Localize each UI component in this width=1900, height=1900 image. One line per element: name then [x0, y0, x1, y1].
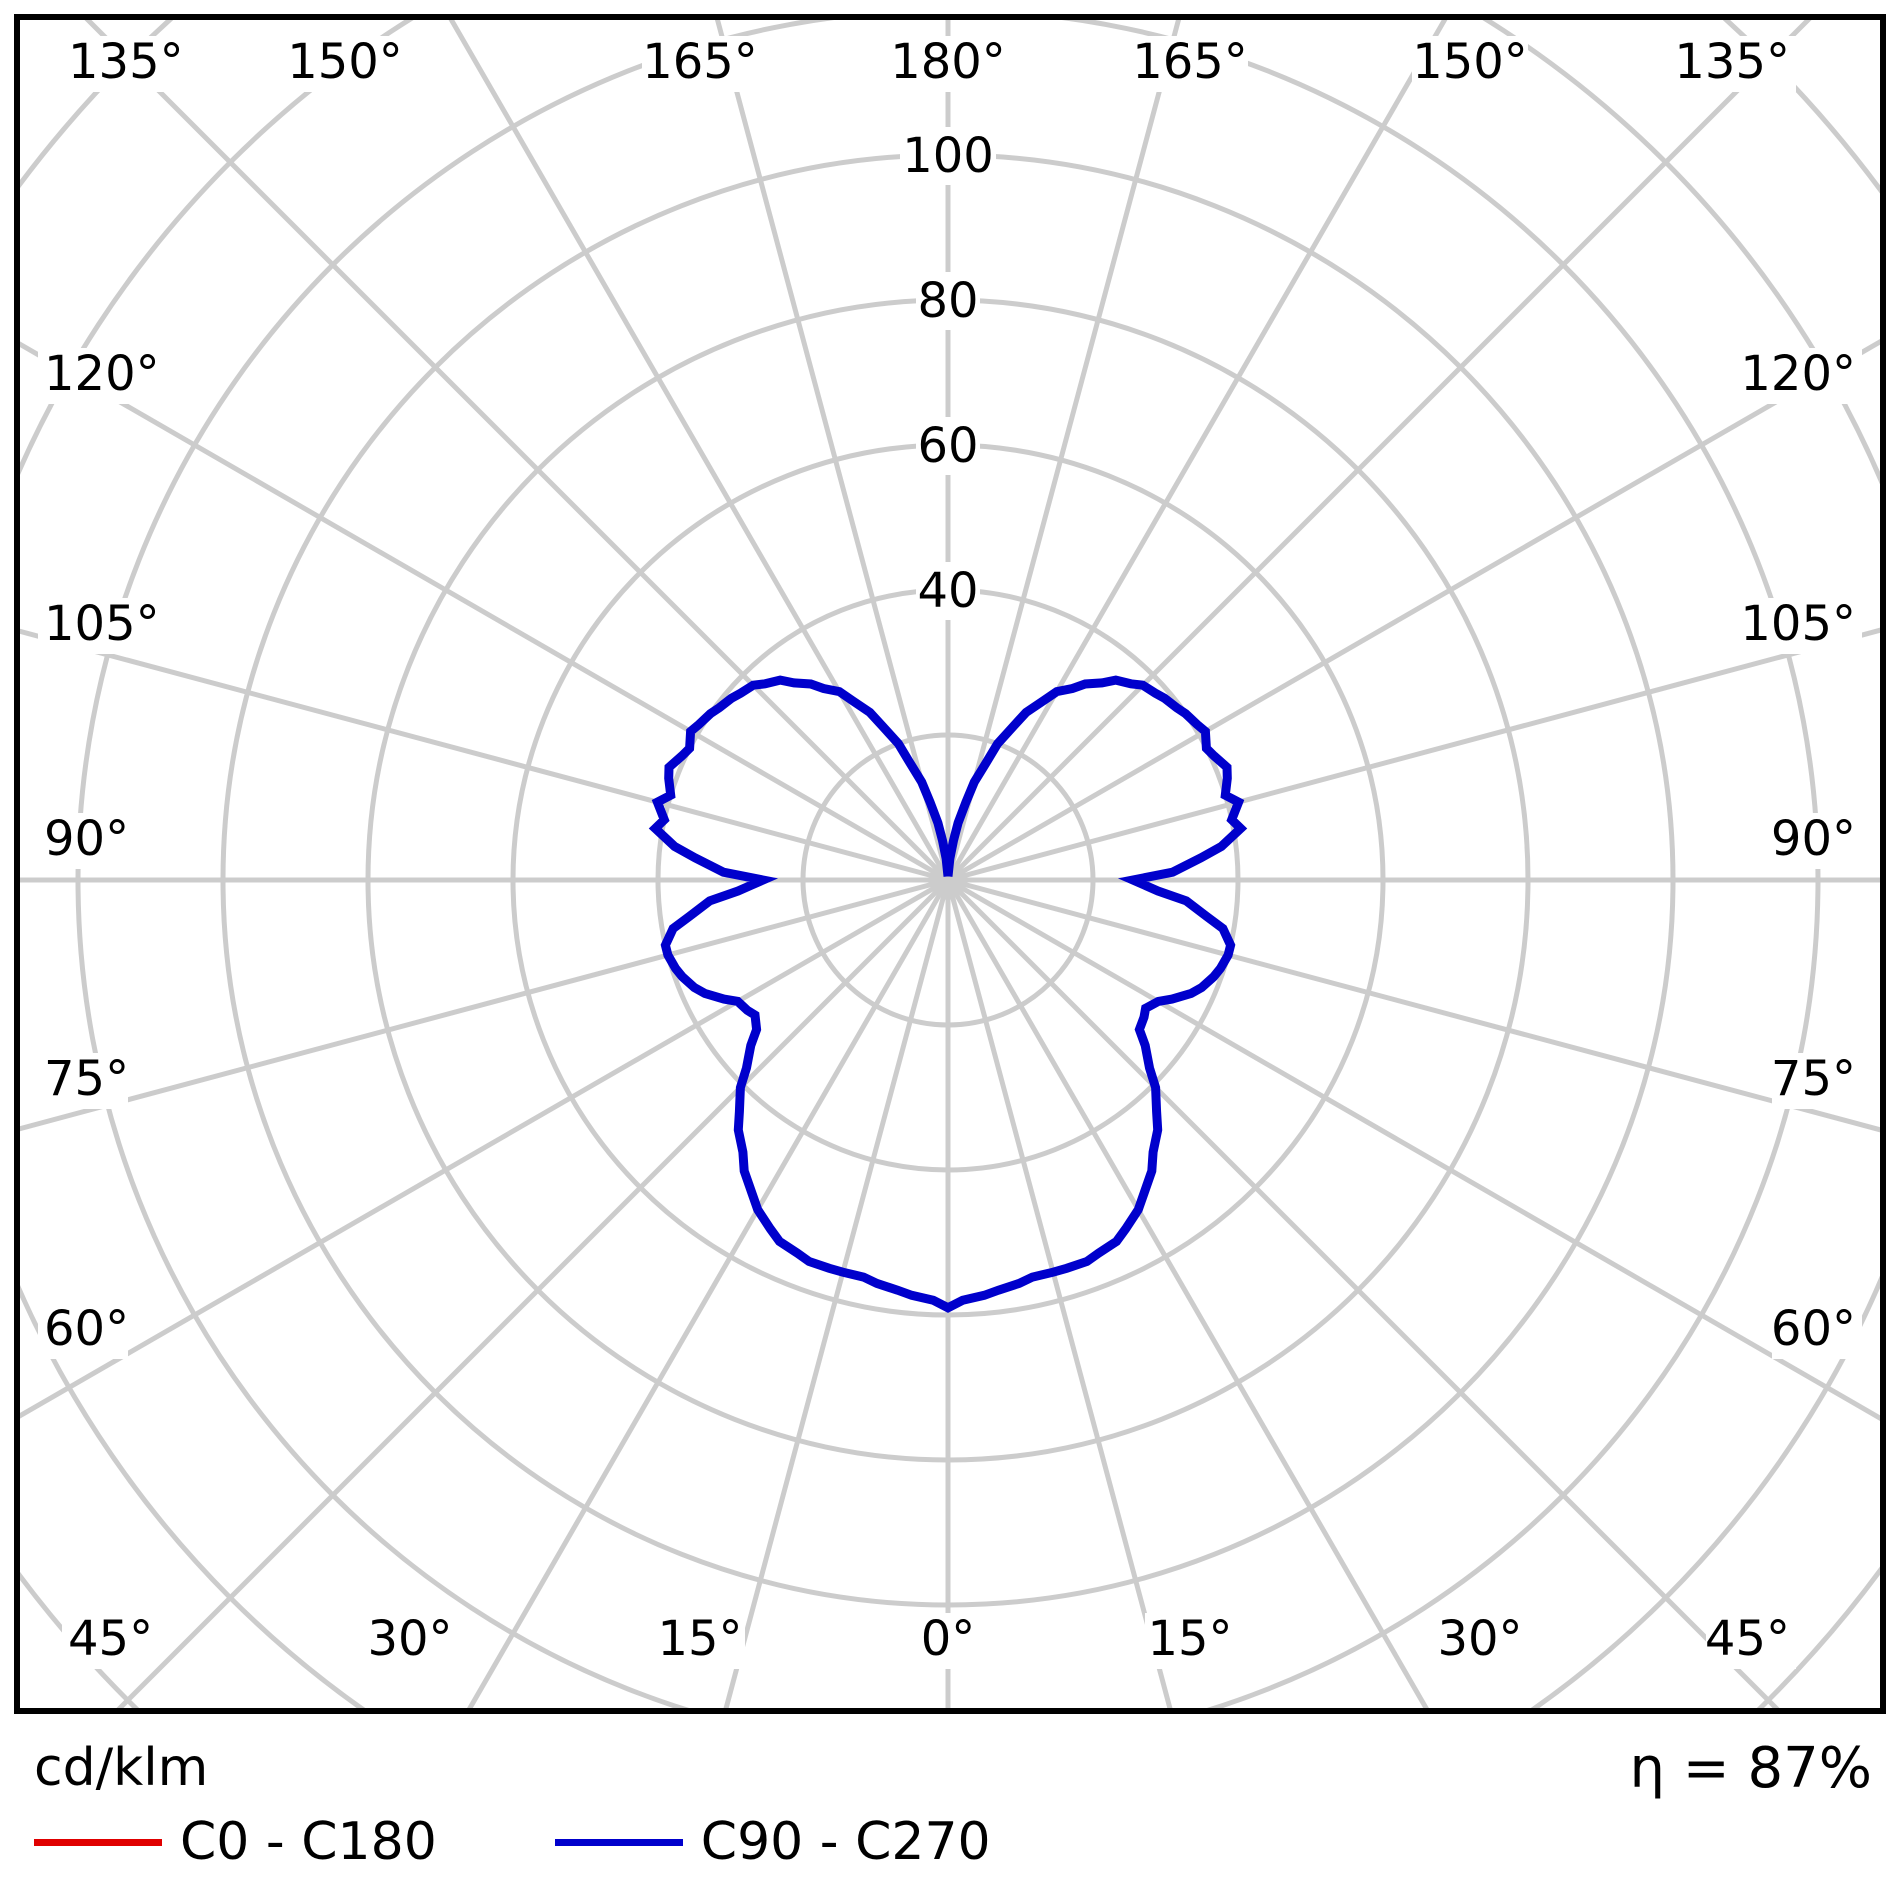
legend-label-c90-c270: C90 - C270 — [700, 1812, 991, 1872]
angle-label-top-3: 180° — [890, 34, 1006, 90]
angle-label-top-1: 150° — [287, 34, 403, 90]
angle-label-left-1: 105° — [44, 596, 160, 652]
angle-label-top-6: 135° — [1674, 34, 1790, 90]
radial-tick-100: 100 — [902, 128, 994, 184]
angle-label-bottom-1: 30° — [367, 1611, 452, 1667]
angle-label-right-4: 60° — [1771, 1301, 1856, 1357]
angle-label-bottom-2: 15° — [657, 1611, 742, 1667]
legend: cd/klm C0 - C180 C90 - C270 — [34, 1742, 1874, 1872]
radial-tick-40: 40 — [917, 563, 978, 619]
angle-label-left-0: 120° — [44, 346, 160, 402]
angle-label-top-0: 135° — [68, 34, 184, 90]
legend-row: C0 - C180 C90 - C270 — [34, 1812, 1874, 1872]
intensity-curves — [648, 675, 1248, 1313]
legend-swatch-c0-c180 — [34, 1838, 162, 1846]
efficiency-label: η = 87% — [1629, 1736, 1872, 1801]
radial-tick-80: 80 — [917, 273, 978, 329]
angle-label-left-2: 90° — [44, 811, 129, 867]
legend-swatch-c90-c270 — [554, 1838, 683, 1846]
angle-label-right-0: 120° — [1740, 346, 1856, 402]
angle-label-left-4: 60° — [44, 1301, 129, 1357]
angle-label-bottom-5: 30° — [1437, 1611, 1522, 1667]
legend-item-c0-c180[interactable]: C0 - C180 — [34, 1812, 437, 1872]
units-label: cd/klm — [34, 1738, 209, 1798]
angle-label-bottom-0: 45° — [68, 1611, 153, 1667]
angle-label-right-1: 105° — [1740, 596, 1856, 652]
angle-label-right-3: 75° — [1771, 1051, 1856, 1107]
angle-label-right-2: 90° — [1771, 811, 1856, 867]
angle-label-bottom-3: 0° — [921, 1611, 976, 1667]
angle-label-top-2: 165° — [642, 34, 758, 90]
angle-label-top-5: 150° — [1412, 34, 1528, 90]
angle-label-left-3: 75° — [44, 1051, 129, 1107]
angle-label-bottom-4: 15° — [1147, 1611, 1232, 1667]
radial-tick-60: 60 — [917, 418, 978, 474]
axis-labels: 40 60 80 100 135° 150° 165° 180° 165° 150° 135° 45°… — [38, 34, 1862, 1669]
angle-label-bottom-6: 45° — [1705, 1611, 1790, 1667]
legend-label-c0-c180: C0 - C180 — [180, 1812, 437, 1872]
legend-item-c90-c270[interactable]: C90 - C270 — [554, 1812, 991, 1872]
angle-label-top-4: 165° — [1132, 34, 1248, 90]
